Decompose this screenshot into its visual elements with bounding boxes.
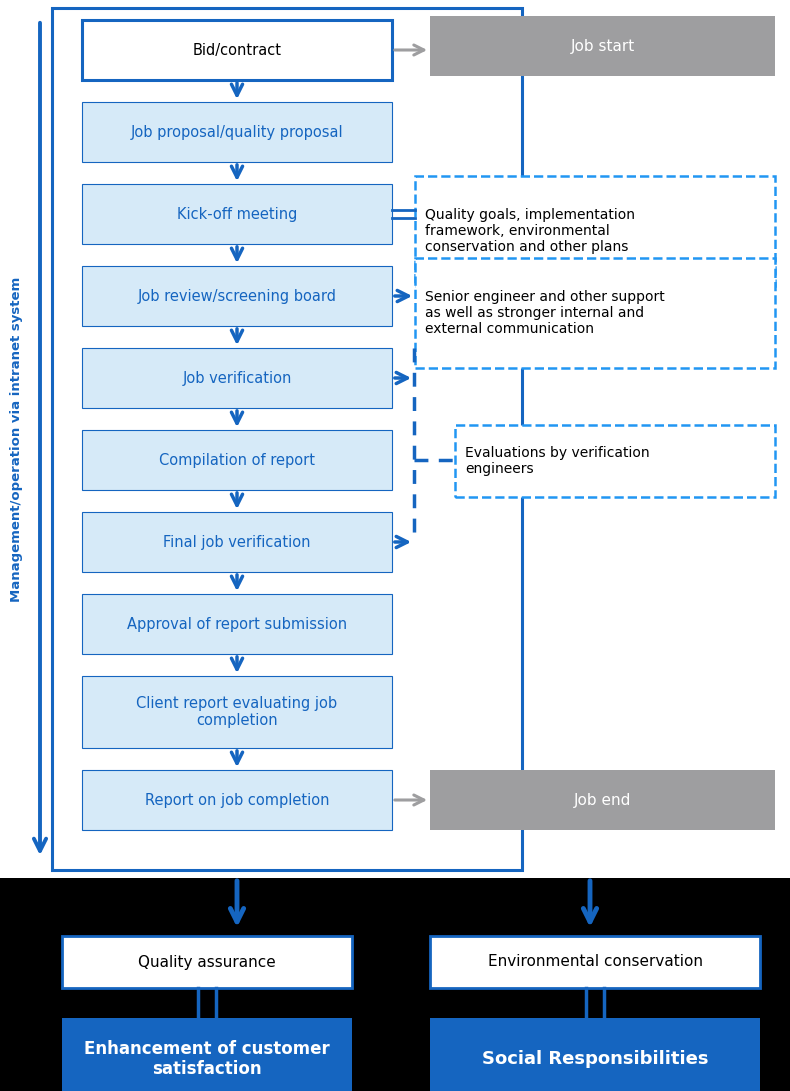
Text: Approval of report submission: Approval of report submission — [127, 616, 347, 632]
Text: Environmental conservation: Environmental conservation — [487, 955, 702, 970]
Text: Social Responsibilities: Social Responsibilities — [482, 1050, 709, 1068]
Bar — [430, 770, 775, 830]
Text: Final job verification: Final job verification — [164, 535, 310, 550]
Text: Evaluations by verification
engineers: Evaluations by verification engineers — [465, 446, 649, 476]
Text: Job end: Job end — [574, 792, 631, 807]
Bar — [82, 101, 392, 161]
Bar — [430, 936, 760, 988]
Bar — [82, 512, 392, 572]
Bar — [62, 936, 352, 988]
FancyBboxPatch shape — [455, 425, 775, 497]
Bar — [82, 266, 392, 326]
Text: Job start: Job start — [570, 38, 634, 53]
Text: Enhancement of customer
satisfaction: Enhancement of customer satisfaction — [84, 1040, 330, 1078]
Text: Report on job completion: Report on job completion — [145, 792, 329, 807]
Text: Quality goals, implementation
framework, environmental
conservation and other pl: Quality goals, implementation framework,… — [425, 207, 635, 254]
Text: Client report evaluating job
completion: Client report evaluating job completion — [137, 696, 337, 728]
FancyBboxPatch shape — [415, 176, 775, 286]
Text: Kick-off meeting: Kick-off meeting — [177, 206, 297, 221]
Bar — [52, 8, 522, 870]
Bar — [82, 594, 392, 654]
Bar — [82, 430, 392, 490]
Bar — [0, 878, 790, 1091]
Text: Management/operation via intranet system: Management/operation via intranet system — [10, 276, 24, 601]
Text: Senior engineer and other support
as well as stronger internal and
external comm: Senior engineer and other support as wel… — [425, 290, 664, 336]
Text: Compilation of report: Compilation of report — [159, 453, 315, 468]
Text: Job proposal/quality proposal: Job proposal/quality proposal — [130, 124, 344, 140]
Bar — [82, 184, 392, 244]
Bar — [62, 1018, 352, 1091]
Bar — [82, 348, 392, 408]
Text: Job review/screening board: Job review/screening board — [137, 288, 337, 303]
Text: Job verification: Job verification — [182, 371, 292, 385]
Bar — [430, 1018, 760, 1091]
FancyBboxPatch shape — [415, 257, 775, 368]
Bar — [82, 20, 392, 80]
Bar — [82, 770, 392, 830]
Text: Bid/contract: Bid/contract — [193, 43, 281, 58]
Text: Quality assurance: Quality assurance — [138, 955, 276, 970]
Bar — [430, 16, 775, 76]
Bar — [82, 676, 392, 748]
